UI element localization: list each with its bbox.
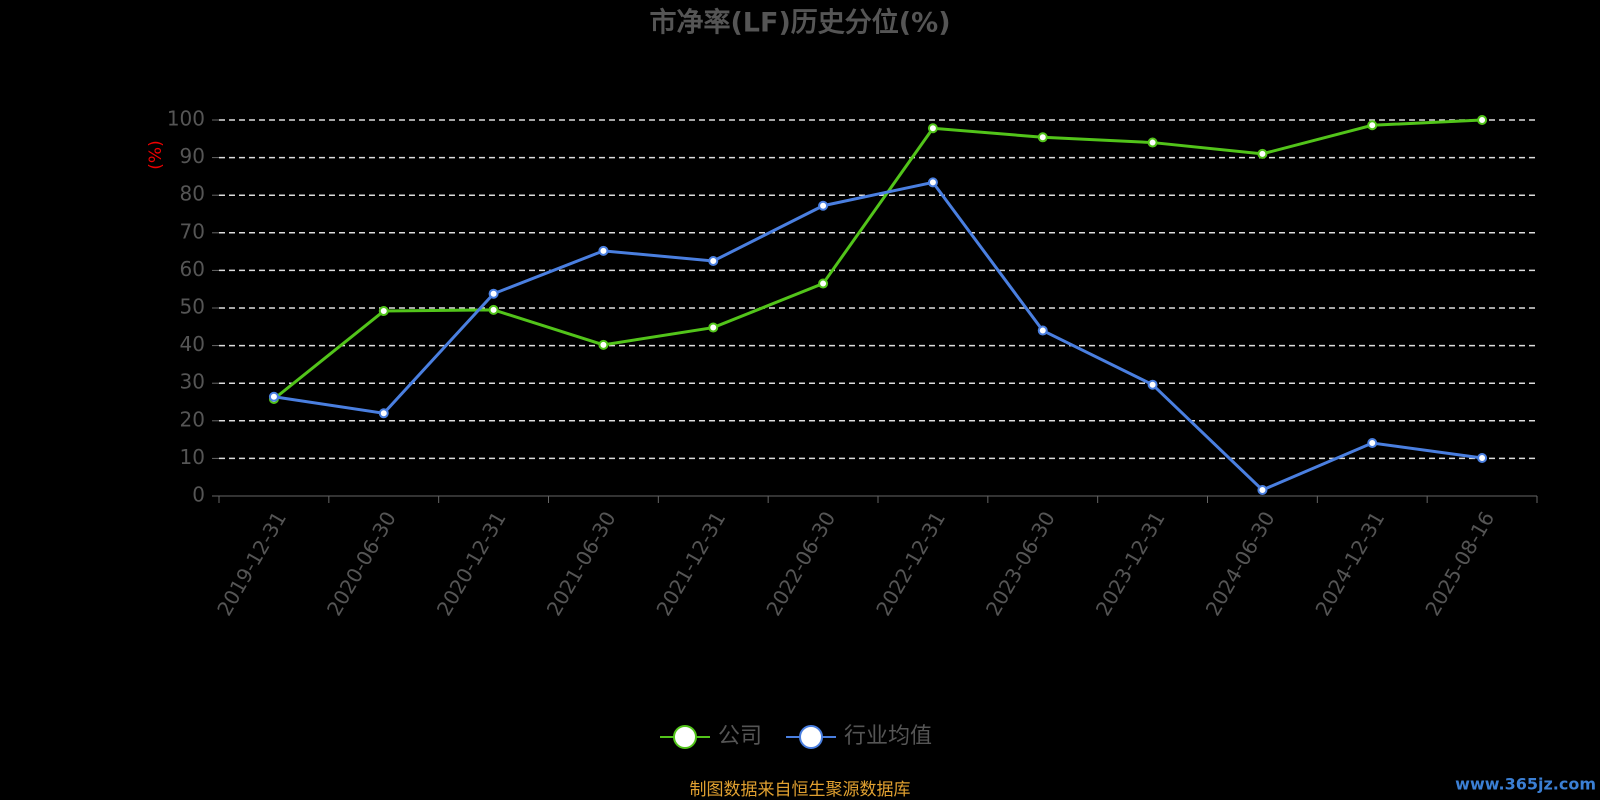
legend-label: 行业均值 [844, 724, 932, 749]
legend-item[interactable]: 行业均值 [786, 724, 932, 749]
y-tick-label: 60 [180, 257, 205, 281]
point [1367, 437, 1378, 448]
point [1367, 120, 1378, 131]
point [818, 200, 829, 211]
legend-marker [673, 725, 697, 749]
y-tick-label: 50 [180, 295, 205, 319]
y-tick-label: 30 [180, 370, 205, 394]
point [598, 245, 609, 256]
legend-item[interactable]: 公司 [660, 724, 762, 749]
point [488, 304, 499, 315]
y-tick-label: 100 [167, 107, 205, 131]
y-tick-label: 80 [180, 182, 205, 206]
point [927, 123, 938, 134]
y-tick-label: 0 [192, 483, 205, 507]
y-tick-label: 10 [180, 445, 205, 469]
y-tick-label: 20 [180, 407, 205, 431]
point [927, 177, 938, 188]
point [598, 339, 609, 350]
y-tick-label: 90 [180, 144, 205, 168]
y-tick-label: 70 [180, 219, 205, 243]
point [268, 391, 279, 402]
point [1257, 484, 1268, 495]
point [818, 278, 829, 289]
watermark: www.365jz.com [1455, 775, 1596, 794]
line [272, 118, 1483, 401]
point [378, 408, 389, 419]
legend-marker [799, 725, 824, 749]
legend-label: 公司 [718, 724, 762, 749]
point [1147, 137, 1158, 148]
point [1257, 148, 1268, 159]
y-axis-label: (%) [146, 140, 166, 169]
chart-title: 市净率(LF)历史分位(%) [649, 7, 950, 39]
point [708, 322, 719, 333]
point [1037, 132, 1048, 143]
source-note: 制图数据来自恒生聚源数据库 [690, 780, 911, 800]
point [378, 306, 389, 317]
point [1477, 115, 1488, 125]
point [708, 256, 719, 266]
point [488, 288, 499, 299]
point [1147, 379, 1158, 390]
line [273, 180, 1483, 492]
y-tick-label: 40 [180, 332, 205, 356]
point [1037, 325, 1048, 336]
point [1477, 453, 1488, 464]
